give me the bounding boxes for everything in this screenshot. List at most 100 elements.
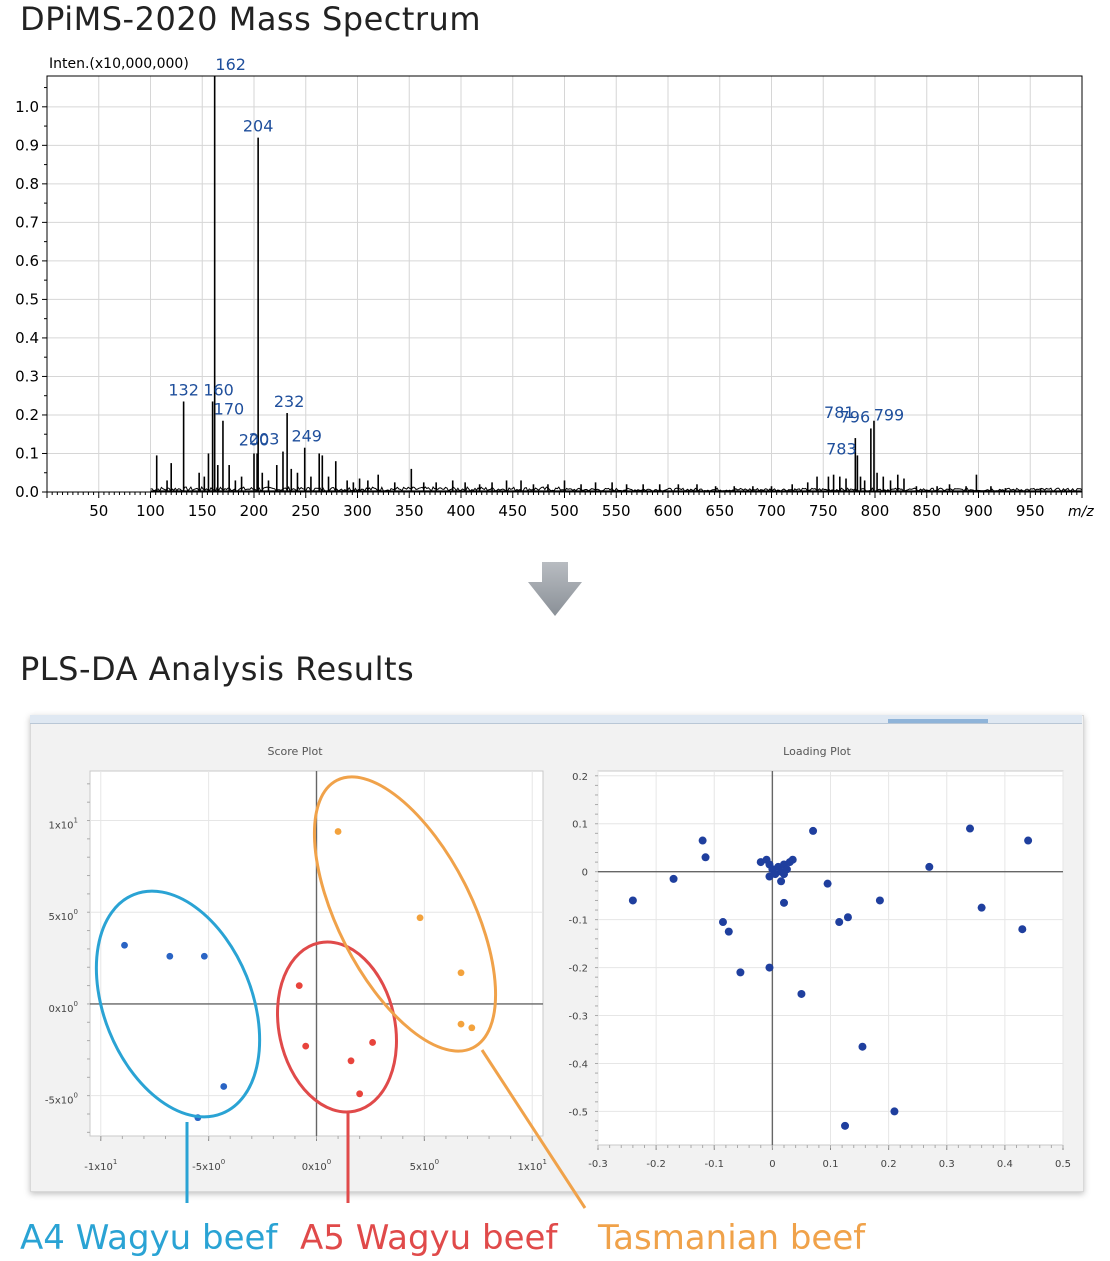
loading-x-tick-label: 0.1 [823,1159,839,1170]
ms-peak-label: 249 [291,427,322,446]
score-point [121,941,128,949]
loading-y-tick-label: 0.1 [572,820,588,831]
label-tasmanian: Tasmanian beef [598,1218,866,1258]
score-point [347,1057,355,1065]
ms-x-tick-label: 750 [809,502,838,520]
score-point [457,1020,465,1028]
loading-point [858,1042,867,1051]
ms-peak-label: 170 [214,400,245,419]
score-point [369,1039,376,1046]
ms-y-tick-label: 0.5 [15,290,39,308]
loading-point [1018,925,1027,934]
ms-x-tick-label: 150 [188,502,217,520]
label-a5-wagyu: A5 Wagyu beef [300,1218,558,1258]
loading-y-tick-label: 0 [582,868,588,879]
score-x-tick-label: 0x100 [302,1158,331,1173]
ms-x-tick-label: 250 [291,502,320,520]
score-point [302,1042,310,1050]
ms-peak-label: 796 [840,407,871,426]
ms-y-tick-label: 0.1 [15,444,39,462]
loading-x-tick-label: 0 [769,1159,775,1170]
ms-y-tick-label: 0.9 [15,136,39,154]
score-point [295,982,303,989]
loading-y-tick-label: -0.4 [568,1059,588,1070]
ms-peak-label: 232 [274,392,305,411]
ms-x-tick-label: 450 [498,502,527,520]
loading-point [701,853,710,862]
loading-point [669,874,678,883]
ms-peak-label: 799 [874,406,905,425]
ms-peak-label: 783 [826,439,857,458]
ms-x-tick-label: 300 [343,502,372,520]
loading-point [977,903,986,912]
loading-point [823,879,832,888]
loading-y-tick-label: -0.1 [568,916,588,927]
loading-plot-title: Loading Plot [783,745,851,758]
loading-point [797,989,806,998]
ms-peak-label: 781 [824,403,855,422]
ms-peak-label: 200 [239,430,270,449]
loading-point [1024,836,1033,845]
ms-x-tick-label: 200 [240,502,269,520]
ms-x-tick-label: 900 [964,502,993,520]
loading-point [765,963,774,972]
ms-x-tick-label: 950 [1016,502,1045,520]
ms-y-tick-label: 0.7 [15,213,39,231]
ellipse-a5-wagyu [276,940,398,1114]
loading-point [788,855,797,864]
plsda-heading: PLS-DA Analysis Results [20,650,415,688]
loading-x-tick-label: 0.3 [939,1159,955,1170]
loading-x-tick-label: 0.4 [997,1159,1013,1170]
mass-spectrum-chart: 0.0 0.1 0.2 0.3 0.4 0.5 0.6 0.7 0.8 0.9 1.0 50 100 15… [15,55,1094,520]
score-y-tick-label: 5x100 [49,908,78,923]
ms-x-axis-label: m/z [1068,504,1094,520]
loading-point [780,870,788,879]
score-point [220,1083,228,1090]
loading-x-tick-label: 0.2 [881,1159,897,1170]
loading-point [890,1107,899,1116]
panel-active-tab[interactable] [888,719,988,723]
ms-x-tick-label: 850 [912,502,941,520]
loading-y-tick-label: 0.2 [572,772,588,783]
ms-x-tick-label: 800 [861,502,890,520]
loading-point [875,896,884,905]
score-y-tick-label: 0x100 [49,1000,78,1015]
score-point [200,952,208,960]
ellipse-a4-wagyu [94,889,262,1119]
ms-x-tick-label: 550 [602,502,631,520]
label-a4-wagyu: A4 Wagyu beef [20,1218,278,1258]
ms-x-tick-label: 700 [757,502,786,520]
pointer-tasmanian [480,1049,587,1209]
loading-y-tick-label: -0.2 [568,964,588,975]
loading-point [718,918,727,927]
score-point [468,1024,476,1032]
ms-peak-label: 203 [249,429,280,448]
ms-peak-label: 162 [215,55,246,74]
ms-x-tick-label: 100 [136,502,165,520]
ellipse-tasmanian [312,775,498,1053]
loading-point [765,872,774,881]
ms-peak-label: 204 [243,117,274,136]
ms-y-tick-label: 0.6 [15,252,39,270]
ms-x-tick-label: 400 [447,502,476,520]
ms-x-tick-label: 50 [89,502,108,520]
score-x-tick-label: -5x100 [192,1158,225,1173]
panel-header-bar [30,715,1082,724]
score-plot-title: Score Plot [267,745,323,758]
score-point [356,1090,364,1098]
ms-x-tick-label: 650 [705,502,734,520]
score-point [416,914,424,922]
ms-y-axis-label: Inten.(x10,000,000) [49,56,189,72]
loading-point [835,918,844,927]
down-arrow-icon [528,562,582,616]
score-x-tick-label: 5x100 [410,1158,439,1173]
loading-x-tick-label: 0.5 [1055,1159,1071,1170]
loading-point [925,862,934,871]
loading-point [736,968,745,977]
ms-x-tick-label: 500 [550,502,579,520]
loading-point [698,836,707,845]
score-point [334,828,342,835]
score-y-tick-label: 1x101 [49,817,78,832]
